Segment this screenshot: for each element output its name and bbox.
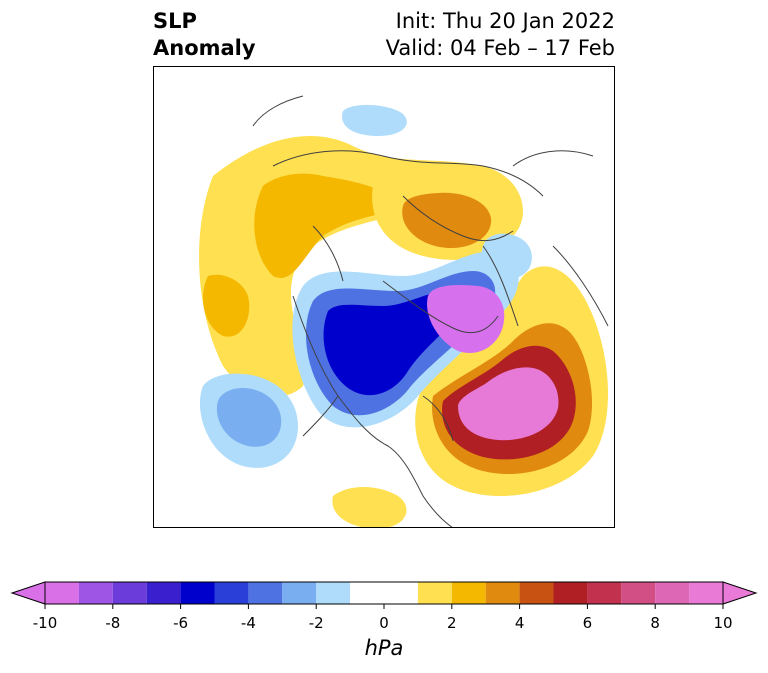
map-svg bbox=[153, 66, 615, 528]
coastlines bbox=[252, 95, 609, 528]
colorbar-segments bbox=[10, 581, 758, 605]
map-border bbox=[153, 66, 615, 528]
colorbar-tick-label: 8 bbox=[650, 614, 660, 632]
valid-range: Valid: 04 Feb – 17 Feb bbox=[385, 36, 615, 60]
colorbar-bin bbox=[519, 582, 554, 604]
title-type: Anomaly bbox=[153, 36, 256, 60]
colorbar-bin bbox=[180, 582, 215, 604]
negative-anomaly-extreme bbox=[427, 285, 505, 354]
colorbar-ticks bbox=[44, 604, 724, 609]
anomaly-map bbox=[153, 66, 615, 528]
colorbar-bin bbox=[655, 582, 690, 604]
colorbar-tick-label: 6 bbox=[582, 614, 593, 632]
colorbar-bin bbox=[146, 582, 181, 604]
colorbar-bin bbox=[451, 582, 486, 604]
colorbar-tick-label: -4 bbox=[240, 614, 256, 632]
colorbar-bin bbox=[45, 582, 79, 604]
negative-anomaly-pacific-mid bbox=[216, 388, 282, 447]
colorbar-bin bbox=[282, 582, 317, 604]
map-title-right: Init: Thu 20 Jan 2022 Valid: 04 Feb – 17… bbox=[386, 8, 615, 62]
negative-anomaly-east-europe bbox=[481, 233, 532, 279]
colorbar-tick-label: 2 bbox=[447, 614, 457, 632]
anomaly-field bbox=[199, 104, 608, 528]
negative-anomaly-canada-core bbox=[323, 290, 463, 396]
positive-anomaly-pacific bbox=[203, 274, 250, 337]
colorbar-bin bbox=[689, 582, 723, 604]
map-title-left: SLP Anomaly bbox=[153, 8, 256, 62]
colorbar-tick-label: 10 bbox=[713, 614, 733, 632]
colorbar-tick-label: -2 bbox=[308, 614, 324, 632]
colorbar-bin bbox=[316, 582, 351, 604]
colorbar-tick-label: -6 bbox=[173, 614, 189, 632]
colorbar-bin bbox=[417, 582, 452, 604]
positive-anomaly-europe-core bbox=[402, 192, 492, 249]
colorbar-under-extension bbox=[10, 581, 46, 605]
positive-anomaly-west-mid bbox=[254, 173, 403, 278]
colorbar-bin bbox=[78, 582, 113, 604]
colorbar-tick-label: 0 bbox=[379, 614, 389, 632]
init-date: Init: Thu 20 Jan 2022 bbox=[395, 9, 615, 33]
colorbar-bin bbox=[553, 582, 588, 604]
colorbar-tick-label: -8 bbox=[105, 614, 121, 632]
title-variable: SLP bbox=[153, 9, 197, 33]
colorbar-unit: hPa bbox=[364, 636, 404, 660]
colorbar-bin bbox=[587, 582, 622, 604]
colorbar-bin bbox=[621, 582, 656, 604]
colorbar-tick-label: -10 bbox=[32, 614, 58, 632]
colorbar-bin bbox=[112, 582, 147, 604]
colorbar-over-extension bbox=[722, 581, 758, 605]
negative-anomaly-siberia bbox=[342, 104, 407, 136]
colorbar-bin bbox=[248, 582, 283, 604]
positive-anomaly-south bbox=[332, 487, 407, 528]
colorbar-bin bbox=[485, 582, 520, 604]
positive-anomaly-atlantic-core bbox=[458, 367, 559, 441]
colorbar bbox=[10, 581, 758, 609]
colorbar-bin bbox=[350, 582, 418, 604]
colorbar-tick-label: 4 bbox=[514, 614, 525, 632]
colorbar-bin bbox=[214, 582, 249, 604]
